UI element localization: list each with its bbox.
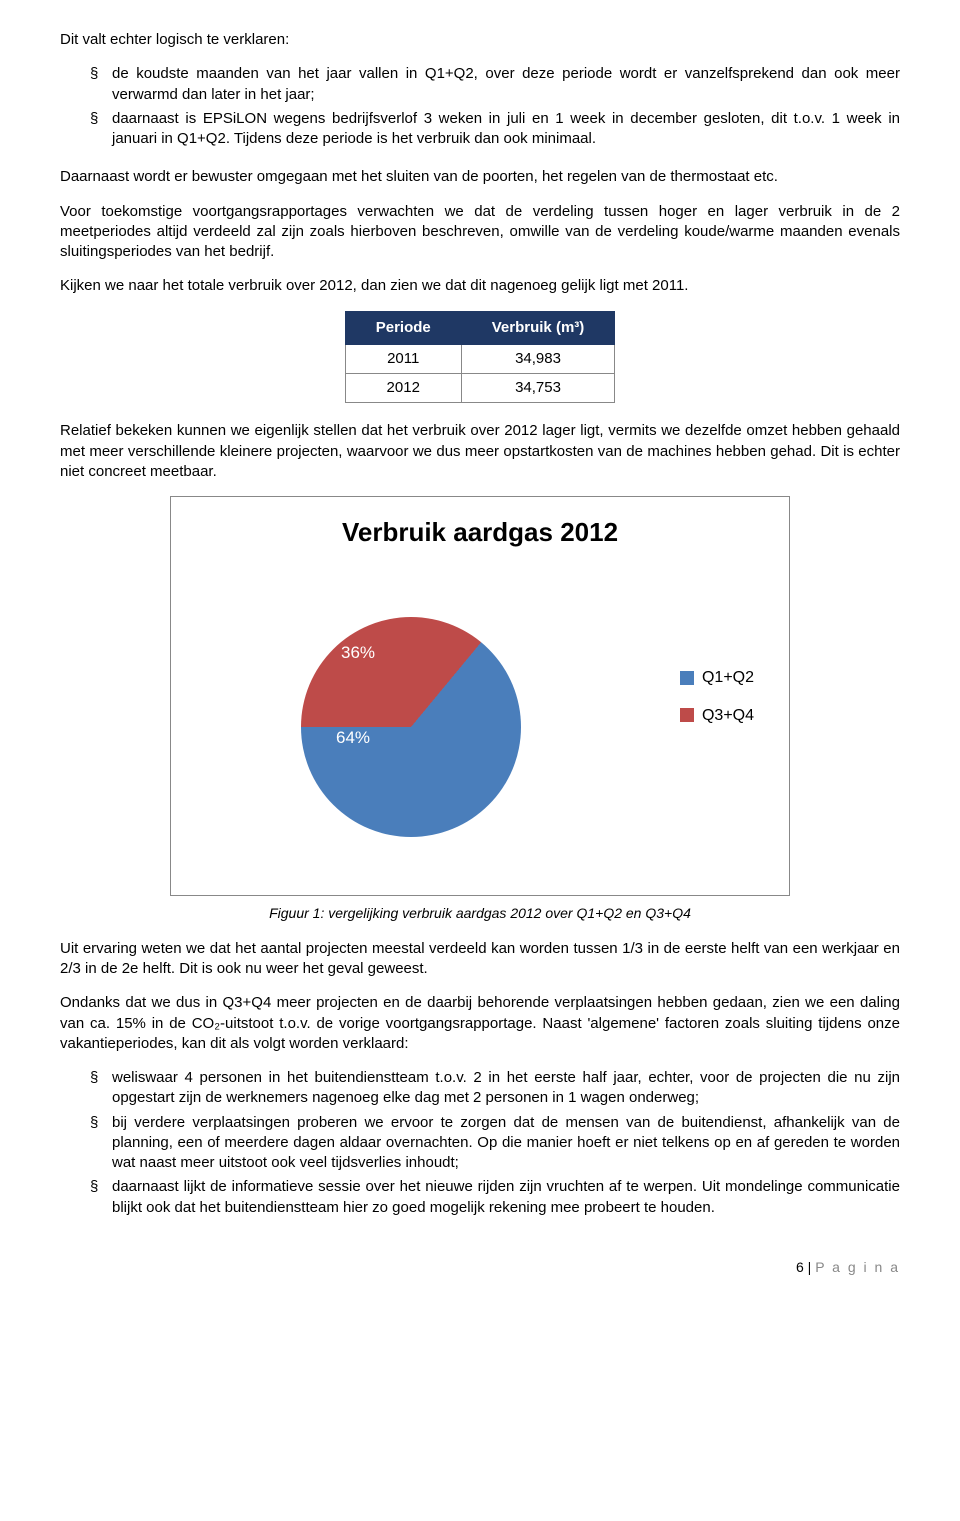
legend-swatch-icon [680,671,694,685]
table-row: 2011 34,983 [345,344,615,373]
bullet-symbol: § [90,1068,112,1109]
table-row: 2012 34,753 [345,374,615,403]
bullet-text: daarnaast lijkt de informatieve sessie o… [112,1177,900,1218]
paragraph: Relatief bekeken kunnen we eigenlijk ste… [60,421,900,482]
bullet-symbol: § [90,64,112,105]
bullet-symbol: § [90,1113,112,1174]
bullet-text: de koudste maanden van het jaar vallen i… [112,64,900,105]
usage-table: Periode Verbruik (m³) 2011 34,983 2012 3… [345,311,616,404]
usage-table-wrap: Periode Verbruik (m³) 2011 34,983 2012 3… [60,311,900,404]
cell: 34,983 [461,344,615,373]
cell: 2012 [345,374,461,403]
footer-label: P a g i n a [815,1259,900,1275]
chart-legend: Q1+Q2 Q3+Q4 [680,667,754,742]
paragraph: Ondanks dat we dus in Q3+Q4 meer project… [60,993,900,1054]
intro-text: Dit valt echter logisch te verklaren: [60,30,900,50]
cell: 2011 [345,344,461,373]
bullet-symbol: § [90,1177,112,1218]
list-item: § bij verdere verplaatsingen proberen we… [90,1113,900,1174]
pie-slice-label-2: 36% [341,642,375,665]
bullet-text: weliswaar 4 personen in het buitendienst… [112,1068,900,1109]
legend-label: Q3+Q4 [702,705,754,727]
bullet-symbol: § [90,109,112,150]
col-verbruik: Verbruik (m³) [461,311,615,344]
table-header-row: Periode Verbruik (m³) [345,311,615,344]
bullet-list-1: § de koudste maanden van het jaar vallen… [90,64,900,149]
list-item: § de koudste maanden van het jaar vallen… [90,64,900,105]
bullet-list-2: § weliswaar 4 personen in het buitendien… [90,1068,900,1218]
legend-item: Q1+Q2 [680,667,754,689]
pie-wrap: 64% 36% [301,617,521,837]
list-item: § daarnaast lijkt de informatieve sessie… [90,1177,900,1218]
page-footer: 6 | P a g i n a [60,1258,900,1277]
legend-item: Q3+Q4 [680,705,754,727]
chart-title: Verbruik aardgas 2012 [171,497,789,550]
paragraph: Daarnaast wordt er bewuster omgegaan met… [60,167,900,187]
list-item: § daarnaast is EPSiLON wegens bedrijfsve… [90,109,900,150]
cell: 34,753 [461,374,615,403]
figure-caption: Figuur 1: vergelijking verbruik aardgas … [60,904,900,923]
pie-chart [301,617,521,837]
footer-separator: | [804,1259,815,1275]
paragraph: Kijken we naar het totale verbruik over … [60,276,900,296]
legend-label: Q1+Q2 [702,667,754,689]
bullet-text: daarnaast is EPSiLON wegens bedrijfsverl… [112,109,900,150]
pie-slice-label-1: 64% [336,727,370,750]
page-number: 6 [796,1259,804,1275]
paragraph: Voor toekomstige voortgangsrapportages v… [60,202,900,263]
col-periode: Periode [345,311,461,344]
bullet-text: bij verdere verplaatsingen proberen we e… [112,1113,900,1174]
list-item: § weliswaar 4 personen in het buitendien… [90,1068,900,1109]
legend-swatch-icon [680,708,694,722]
pie-chart-box: Verbruik aardgas 2012 64% 36% Q1+Q2 Q3+Q… [170,496,790,896]
paragraph: Uit ervaring weten we dat het aantal pro… [60,939,900,980]
